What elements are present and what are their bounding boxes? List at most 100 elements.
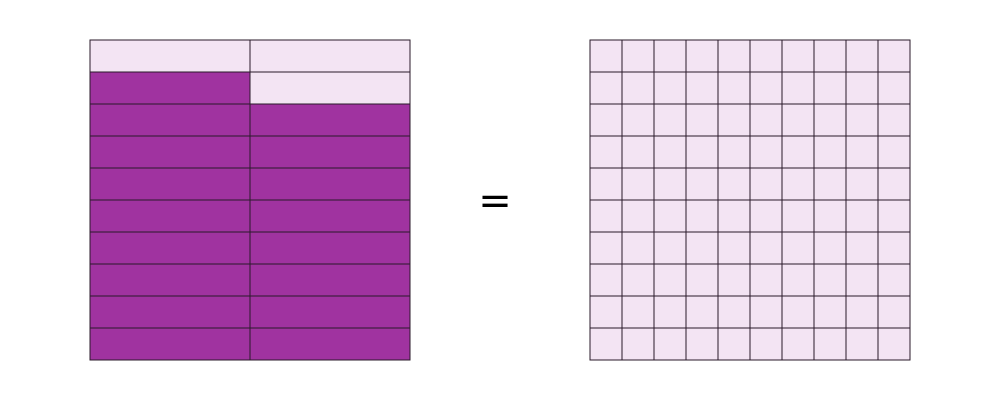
cell	[249, 135, 411, 169]
cell	[845, 295, 879, 329]
cell	[249, 295, 411, 329]
cell	[621, 135, 655, 169]
cell	[89, 327, 251, 361]
cell	[621, 263, 655, 297]
cell	[89, 71, 251, 105]
cell	[749, 103, 783, 137]
cell	[877, 295, 911, 329]
cell	[685, 295, 719, 329]
cell	[877, 103, 911, 137]
cell	[249, 231, 411, 265]
cell	[621, 327, 655, 361]
cell	[249, 263, 411, 297]
cell	[813, 39, 847, 73]
cell	[589, 231, 623, 265]
cell	[249, 103, 411, 137]
cell	[621, 103, 655, 137]
cell	[813, 71, 847, 105]
cell	[781, 135, 815, 169]
cell	[653, 39, 687, 73]
cell	[249, 199, 411, 233]
cell	[781, 103, 815, 137]
cell	[653, 167, 687, 201]
cell	[249, 167, 411, 201]
cell	[89, 263, 251, 297]
cell	[813, 167, 847, 201]
cell	[685, 263, 719, 297]
cell	[653, 263, 687, 297]
cell	[749, 263, 783, 297]
cell	[89, 39, 251, 73]
cell	[877, 135, 911, 169]
cell	[589, 135, 623, 169]
cell	[717, 295, 751, 329]
cell	[877, 327, 911, 361]
cell	[717, 231, 751, 265]
right-grid	[589, 39, 911, 361]
equals-sign: =	[478, 178, 512, 224]
cell	[749, 135, 783, 169]
cell	[589, 71, 623, 105]
cell	[685, 39, 719, 73]
cell	[781, 231, 815, 265]
cell	[845, 71, 879, 105]
cell	[781, 71, 815, 105]
cell	[717, 71, 751, 105]
cell	[877, 199, 911, 233]
cell	[249, 71, 411, 105]
cell	[813, 135, 847, 169]
cell	[89, 199, 251, 233]
left-grid	[89, 39, 411, 361]
cell	[89, 231, 251, 265]
cell	[717, 135, 751, 169]
cell	[749, 231, 783, 265]
cell	[845, 231, 879, 265]
cell	[845, 327, 879, 361]
cell	[89, 295, 251, 329]
cell	[653, 199, 687, 233]
cell	[781, 39, 815, 73]
cell	[685, 167, 719, 201]
cell	[845, 135, 879, 169]
cell	[685, 71, 719, 105]
cell	[621, 167, 655, 201]
cell	[249, 327, 411, 361]
cell	[877, 167, 911, 201]
cell	[749, 39, 783, 73]
cell	[845, 167, 879, 201]
cell	[653, 295, 687, 329]
cell	[877, 71, 911, 105]
cell	[749, 199, 783, 233]
cell	[621, 295, 655, 329]
cell	[589, 295, 623, 329]
cell	[653, 327, 687, 361]
cell	[781, 263, 815, 297]
cell	[249, 39, 411, 73]
cell	[89, 135, 251, 169]
cell	[621, 231, 655, 265]
cell	[589, 263, 623, 297]
cell	[813, 103, 847, 137]
cell	[685, 199, 719, 233]
cell	[685, 103, 719, 137]
cell	[685, 135, 719, 169]
cell	[813, 295, 847, 329]
cell	[717, 327, 751, 361]
cell	[589, 327, 623, 361]
cell	[717, 199, 751, 233]
cell	[749, 71, 783, 105]
cell	[877, 263, 911, 297]
cell	[653, 231, 687, 265]
cell	[813, 263, 847, 297]
cell	[685, 327, 719, 361]
cell	[685, 231, 719, 265]
cell	[653, 135, 687, 169]
cell	[781, 199, 815, 233]
cell	[621, 199, 655, 233]
cell	[781, 295, 815, 329]
cell	[621, 39, 655, 73]
cell	[717, 103, 751, 137]
cell	[749, 295, 783, 329]
cell	[621, 71, 655, 105]
